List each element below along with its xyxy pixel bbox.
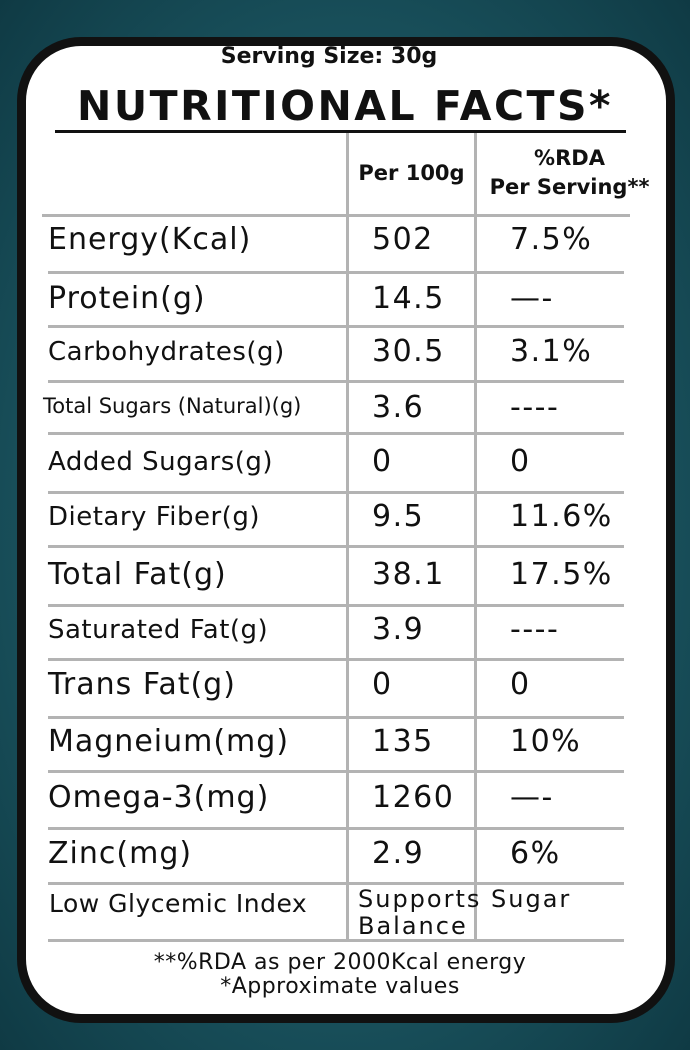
row-divider <box>48 380 624 383</box>
footnote-approx: *Approximate values <box>220 974 460 999</box>
rda-value: 7.5% <box>510 222 593 257</box>
per-100g-value: 1260 <box>372 780 455 815</box>
glycemic-value: Supports Sugar Balance <box>358 885 572 940</box>
per-100g-value: 2.9 <box>372 836 425 871</box>
per-100g-value: 30.5 <box>372 334 445 369</box>
rda-value: ---- <box>510 612 560 647</box>
per-100g-value: 0 <box>372 444 393 479</box>
label-title: NUTRITIONAL FACTS* <box>77 82 613 130</box>
per-100g-value: 14.5 <box>372 281 445 316</box>
row-divider <box>42 214 630 217</box>
nutrient-name: Total Fat(g) <box>48 557 227 592</box>
per-100g-value: 38.1 <box>372 557 445 592</box>
rda-value: 0 <box>510 667 531 702</box>
header-per-100g: Per 100g <box>358 161 465 185</box>
nutrient-name: Saturated Fat(g) <box>48 615 269 645</box>
nutrient-name: Protein(g) <box>48 281 206 316</box>
rda-value: 6% <box>510 836 561 871</box>
column-divider-1 <box>346 133 349 940</box>
per-100g-value: 502 <box>372 222 434 257</box>
serving-size: Serving Size: 30g <box>220 44 438 69</box>
glycemic-name: Low Glycemic Index <box>49 889 308 918</box>
row-divider <box>48 827 624 830</box>
nutrient-name: Dietary Fiber(g) <box>48 502 260 532</box>
per-100g-value: 3.9 <box>372 612 425 647</box>
header-rda-line2: Per Serving** <box>489 175 650 199</box>
nutrient-name: Magneium(mg) <box>48 724 290 759</box>
rda-value: —- <box>510 780 554 815</box>
row-divider <box>48 770 624 773</box>
rda-value: —- <box>510 281 554 316</box>
row-divider <box>48 604 624 607</box>
row-divider <box>48 939 624 942</box>
row-divider <box>48 882 624 885</box>
row-divider <box>48 432 624 435</box>
footnote-rda: **%RDA as per 2000Kcal energy <box>153 950 527 975</box>
row-divider <box>48 325 624 328</box>
rda-value: ---- <box>510 390 560 425</box>
row-divider <box>48 716 624 719</box>
column-divider-2 <box>474 133 477 940</box>
nutrient-name: Added Sugars(g) <box>48 447 274 477</box>
row-divider <box>48 491 624 494</box>
header-rda-line1: %RDA <box>534 146 605 170</box>
nutrient-name: Energy(Kcal) <box>48 222 252 257</box>
row-divider <box>48 545 624 548</box>
rda-value: 11.6% <box>510 499 613 534</box>
per-100g-value: 135 <box>372 724 434 759</box>
row-divider <box>48 658 624 661</box>
nutrient-name: Total Sugars (Natural)(g) <box>43 394 302 418</box>
rda-value: 0 <box>510 444 531 479</box>
per-100g-value: 0 <box>372 667 393 702</box>
rda-value: 10% <box>510 724 582 759</box>
nutrient-name: Zinc(mg) <box>48 836 193 871</box>
nutrient-name: Trans Fat(g) <box>48 667 236 702</box>
rda-value: 17.5% <box>510 557 613 592</box>
row-divider <box>48 271 624 274</box>
title-underline <box>55 130 626 133</box>
nutrient-name: Carbohydrates(g) <box>48 337 285 367</box>
rda-value: 3.1% <box>510 334 593 369</box>
per-100g-value: 3.6 <box>372 390 425 425</box>
per-100g-value: 9.5 <box>372 499 425 534</box>
nutrient-name: Omega-3(mg) <box>48 780 270 815</box>
